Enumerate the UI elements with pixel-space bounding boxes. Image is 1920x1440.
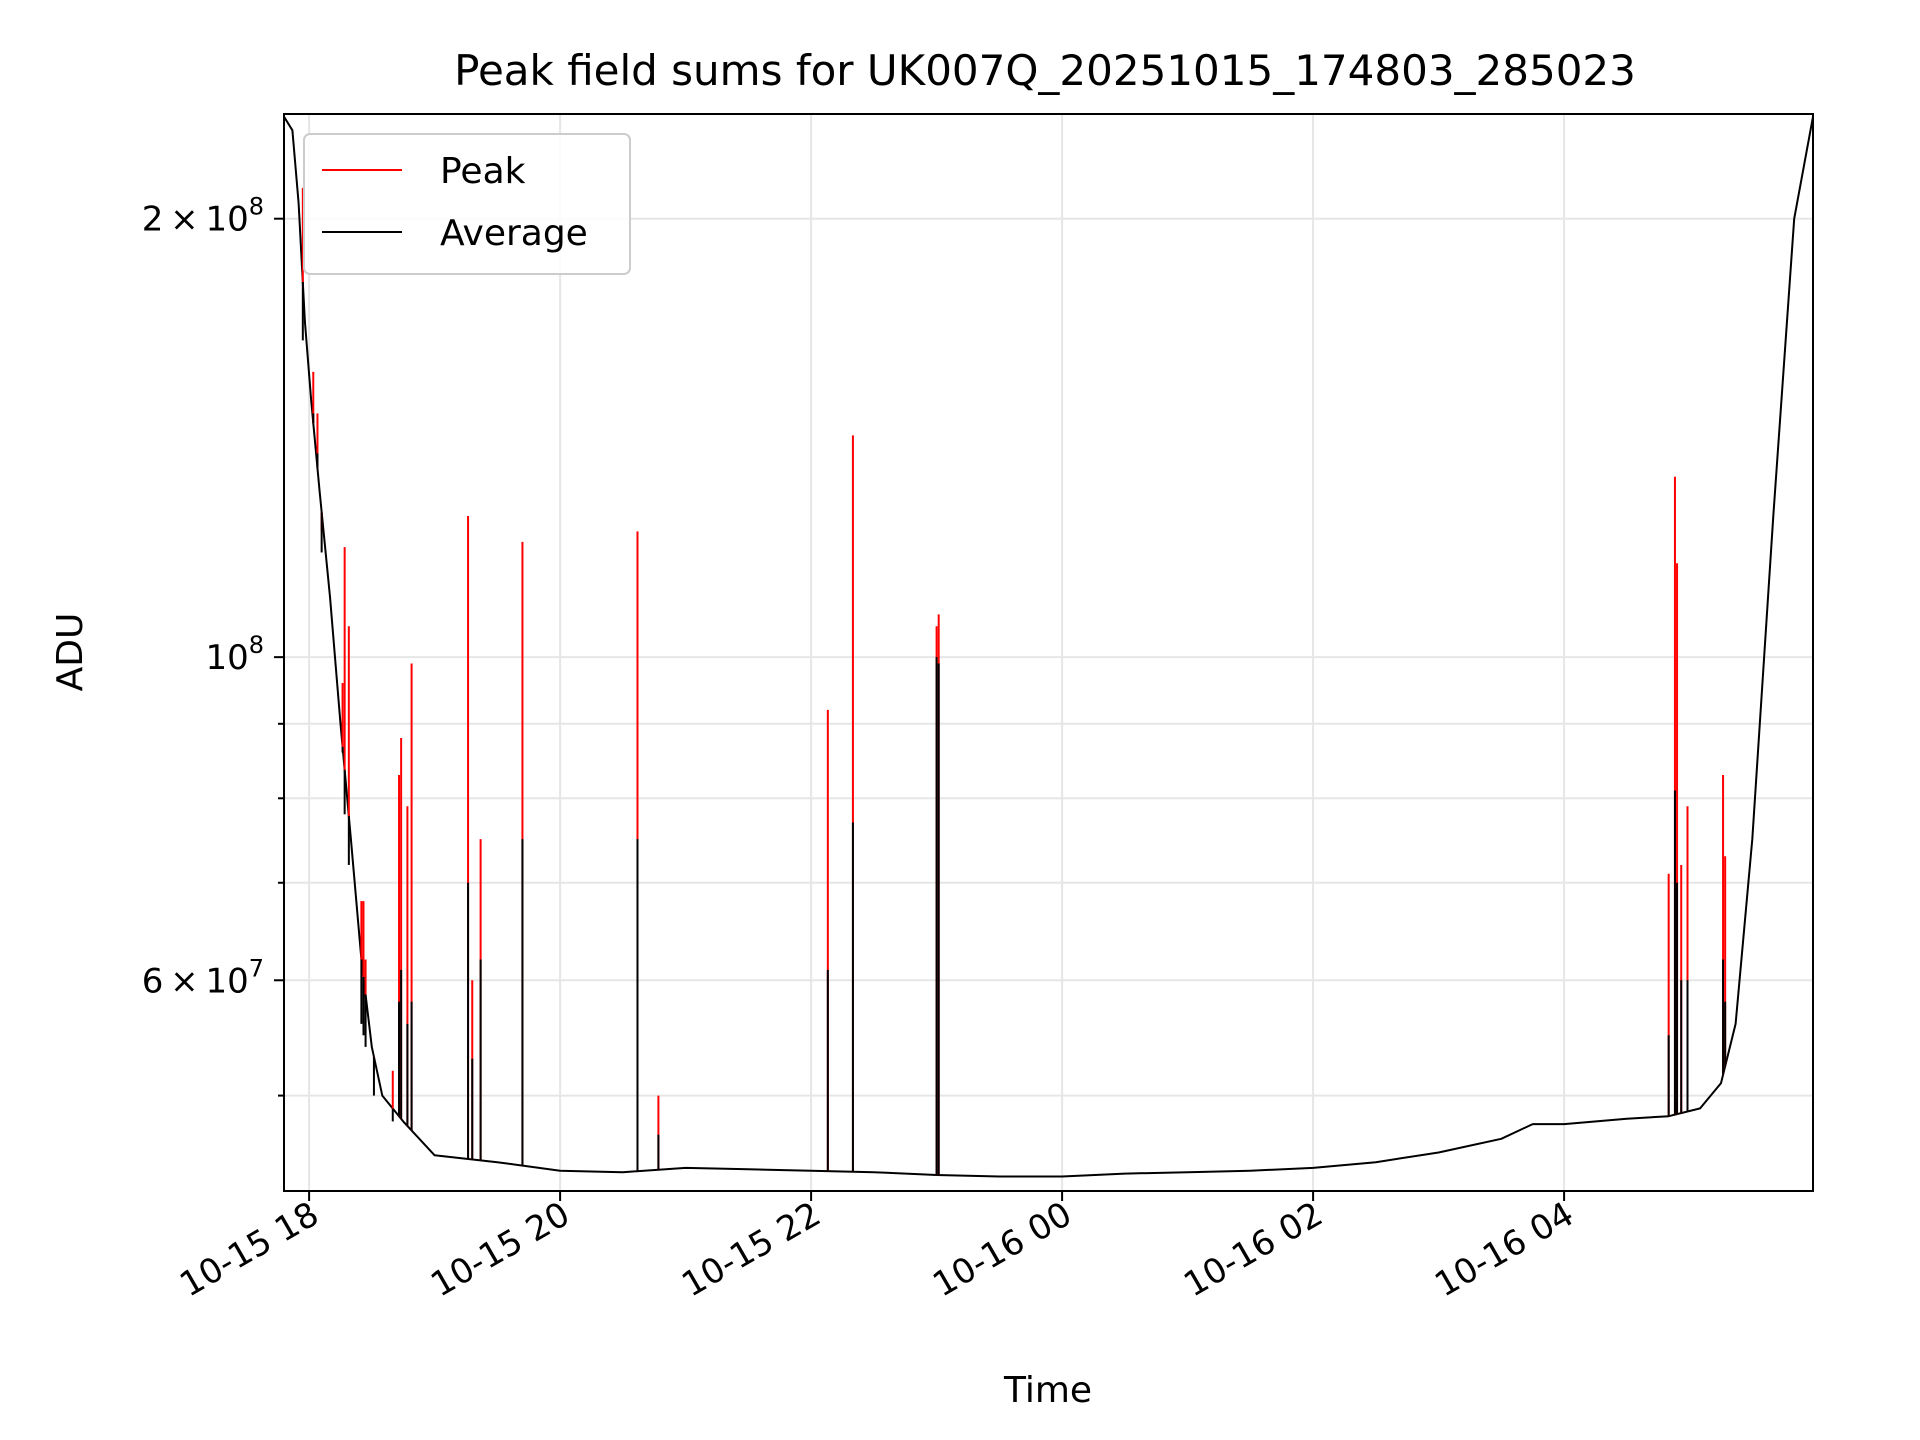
y-tick-exponent: 8 [249, 631, 264, 659]
y-tick-exponent: 7 [249, 954, 264, 982]
series-line-average [283, 116, 1814, 1178]
y-tick-exponent: 8 [249, 193, 264, 221]
x-axis-label: Time [1003, 1370, 1092, 1411]
peak-series [301, 187, 1727, 1176]
average-series [283, 116, 1814, 1178]
legend-label-peak: Peak [440, 151, 526, 192]
grid [284, 114, 1813, 1191]
y-tick-mantissa: 6 [142, 961, 164, 1001]
legend: Peak Average [303, 133, 631, 275]
y-tick-times: × 10 [163, 961, 248, 1001]
y-axis-label: ADU [50, 613, 91, 692]
y-tick-label: 2 × 108 [142, 193, 264, 240]
y-tick-times: × 10 [163, 200, 248, 240]
y-tick-label: 6 × 107 [142, 954, 264, 1001]
plot-frame [283, 113, 1814, 1192]
y-tick-mantissa: 2 [142, 200, 164, 240]
y-tick-label: 108 [205, 631, 264, 678]
chart-title: Peak field sums for UK007Q_20251015_1748… [454, 46, 1636, 95]
legend-label-average: Average [440, 213, 588, 254]
y-tick-base: 10 [205, 638, 248, 678]
